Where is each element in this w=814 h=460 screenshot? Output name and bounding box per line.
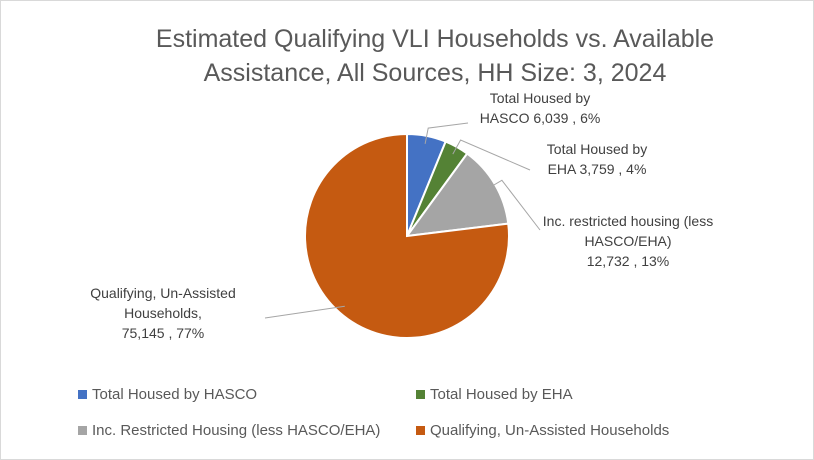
leader-line-restricted	[487, 179, 541, 231]
data-label-line: Total Housed by	[547, 141, 647, 157]
chart-title-line-1: Estimated Qualifying VLI Households vs. …	[155, 25, 715, 53]
data-label-line: 12,732 , 13%	[587, 253, 670, 269]
data-label-line: Qualifying, Un-Assisted	[90, 285, 236, 301]
data-labels: Total Housed by HASCO 6,039 , 6%Total Hou…	[90, 90, 713, 341]
chart-title-line-2: Assistance, All Sources, HH Size: 3, 202…	[203, 59, 667, 87]
data-label-eha: Total Housed by EHA 3,759 , 4%	[547, 141, 647, 177]
data-label-line: Inc. restricted housing (less	[543, 213, 713, 229]
data-label-line: EHA 3,759 , 4%	[548, 161, 647, 177]
legend-item-unassisted: Qualifying, Un-Assisted Households	[416, 422, 669, 439]
legend-label-hasco: Total Housed by HASCO	[92, 386, 258, 403]
data-label-line: 75,145 , 77%	[122, 325, 205, 341]
pie-slices	[304, 132, 510, 339]
data-label-unassisted: Qualifying, Un-Assisted Households, 75,145…	[90, 285, 236, 341]
data-label-restricted: Inc. restricted housing (less HASCO/EHA) 1…	[543, 213, 713, 269]
legend-swatch-unassisted	[416, 426, 425, 435]
data-label-line: Households,	[124, 305, 202, 321]
legend-label-eha: Total Housed by EHA	[430, 386, 573, 403]
leader-line-hasco	[424, 122, 469, 144]
data-label-line: HASCO/EHA)	[584, 233, 671, 249]
legend-item-hasco: Total Housed by HASCO	[78, 386, 257, 403]
legend-item-restricted: Inc. Restricted Housing (less HASCO/EHA)	[78, 422, 380, 439]
leader-line-unassisted	[264, 305, 345, 319]
data-label-line: HASCO 6,039 , 6%	[480, 110, 601, 126]
legend-item-eha: Total Housed by EHA	[416, 386, 573, 403]
pie-slice-unassisted	[304, 132, 510, 339]
legend-swatch-restricted	[78, 426, 87, 435]
legend-label-restricted: Inc. Restricted Housing (less HASCO/EHA)	[92, 422, 381, 439]
chart-title: Estimated Qualifying VLI Households vs. …	[0, 22, 814, 90]
data-label-line: Total Housed by	[490, 90, 590, 106]
data-label-hasco: Total Housed by HASCO 6,039 , 6%	[480, 90, 601, 126]
legend-label-unassisted: Qualifying, Un-Assisted Households	[430, 422, 670, 439]
legend-swatch-hasco	[78, 390, 87, 399]
legend-swatch-eha	[416, 390, 425, 399]
leader-lines	[264, 122, 541, 319]
leader-line-eha	[452, 139, 531, 171]
